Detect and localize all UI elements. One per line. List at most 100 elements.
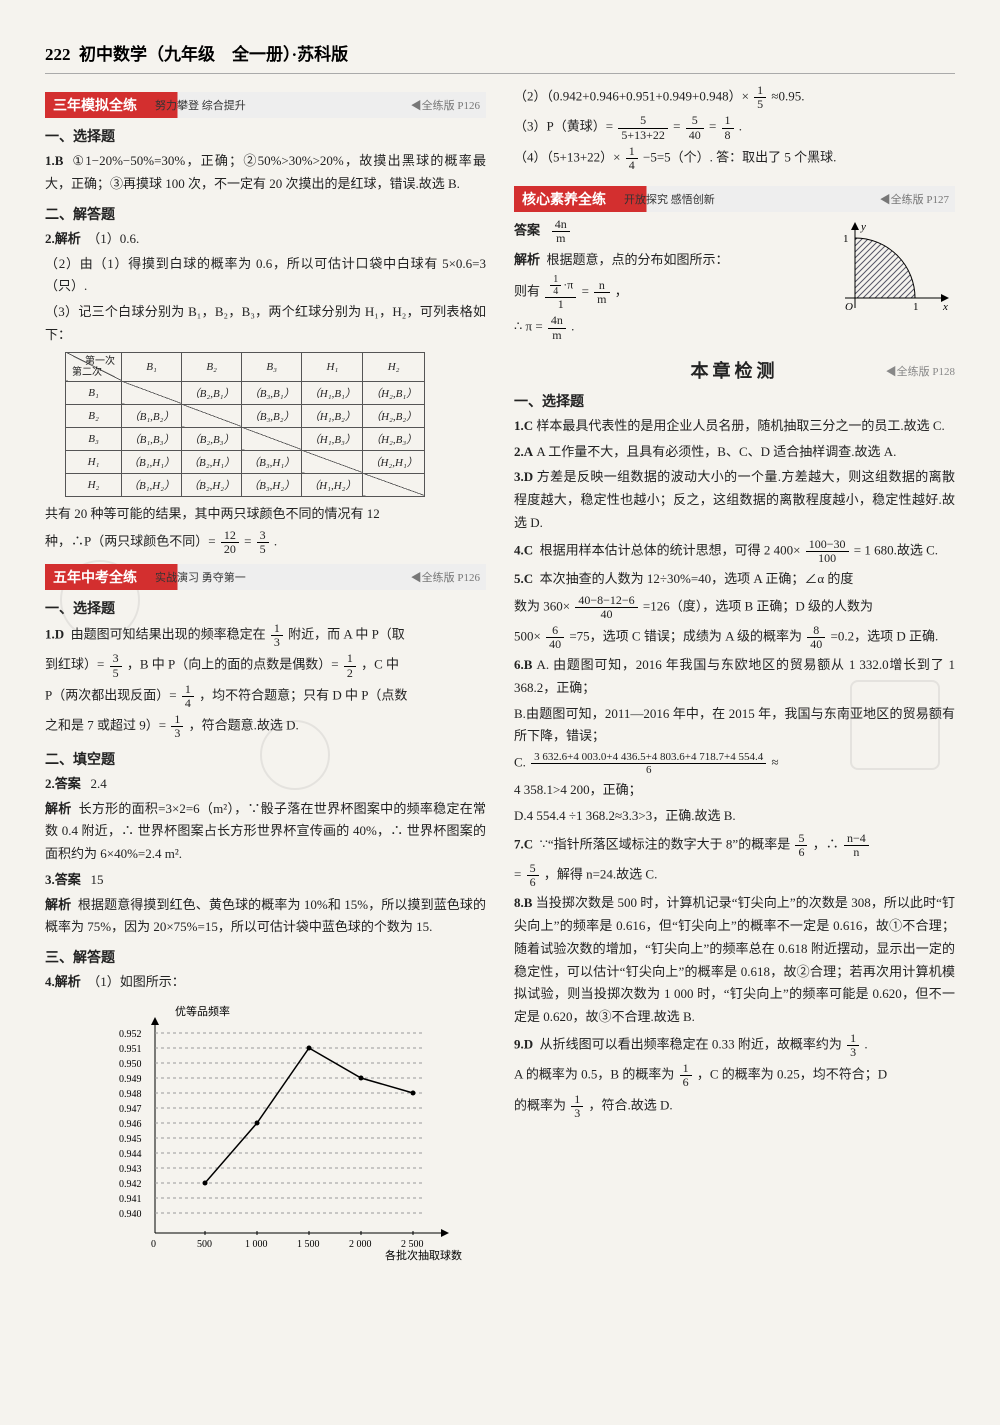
txt: ∴ π = xyxy=(514,319,543,334)
q2-part3: （3）记三个白球分别为 B₁，B₂，B₃，两个红球分别为 H₁，H₂，可列表格如… xyxy=(45,301,486,345)
txt: ，均不符合题意；只有 D 中 P（点数 xyxy=(199,688,407,703)
ch-q7b: = 56 ，解得 n=24.故选 C. xyxy=(514,862,955,889)
rh: B₂ xyxy=(66,404,122,427)
fraction: 56 xyxy=(795,832,807,859)
fraction: 4nm xyxy=(552,218,570,245)
fraction: nm xyxy=(594,279,609,306)
den: 40 xyxy=(575,608,637,621)
r-top-4: （4）（5+13+22）× 14 −5=5（个）. 答：取出了 5 个黑球. xyxy=(514,145,955,172)
quarter-circle xyxy=(855,238,915,298)
fraction: 4nm xyxy=(548,314,566,341)
section-tag: ◀全练版 P127 xyxy=(880,191,955,207)
ch-q6: 6.B A. 由题图可知，2016 年我国与东欧地区的贸易额从 1 332.0增… xyxy=(514,654,955,700)
txt: 样本最具代表性的是用企业人员名册，随机抽取三分之一的员工.故选 C. xyxy=(536,418,944,433)
txt: ，符合题意.故选 D. xyxy=(189,718,299,733)
txt: 当投掷次数是 500 时，计算机记录“钉尖向上”的次数是 308，所以此时“钉尖… xyxy=(514,895,955,1024)
num: 12 xyxy=(221,529,239,543)
rh: B₃ xyxy=(66,427,122,450)
cell: （B₃,B₁） xyxy=(242,381,302,404)
txt: = xyxy=(709,119,716,134)
label: 5.C xyxy=(514,571,533,586)
den: 8 xyxy=(722,129,734,142)
txt: ，C 中 xyxy=(361,657,399,672)
fraction: 15 xyxy=(754,84,766,111)
num: 1 xyxy=(271,622,283,636)
fraction: 18 xyxy=(722,114,734,141)
fraction: 56 xyxy=(527,862,539,889)
den: m xyxy=(552,232,570,245)
section-tag: ◀全练版 P126 xyxy=(411,569,486,585)
num: 1 xyxy=(680,1062,692,1076)
ytick: 0.946 xyxy=(119,1119,142,1130)
cell: （H₁,H₂） xyxy=(302,473,363,496)
fraction: 3 632.6+4 003.0+4 436.5+4 803.6+4 718.7+… xyxy=(531,751,766,776)
chart-line xyxy=(205,1048,413,1183)
den: 20 xyxy=(221,543,239,556)
label: 6.B xyxy=(514,657,532,672)
txt: C. xyxy=(514,755,526,770)
txt: 长方形的面积=3×2=6（m²），∵骰子落在世界杯图案中的频率稳定在常数 0.4… xyxy=(45,801,486,860)
num: 5 xyxy=(686,114,704,128)
graph-svg: O 1 1 x y xyxy=(835,218,955,328)
ch-q5c: 500× 640 =75，选项 C 错误；成绩为 A 级的概率为 840 =0.… xyxy=(514,624,955,651)
section-bar-3year: 三年模拟全练 努力攀登 综合提升 ◀全练版 P126 xyxy=(45,92,486,118)
txt: = xyxy=(514,867,521,882)
fraction: 540 xyxy=(686,114,704,141)
txt: −5=5（个）. 答：取出了 5 个黑球. xyxy=(643,149,836,164)
num: 14·π xyxy=(545,274,576,298)
fraction: 100−30100 xyxy=(806,538,849,565)
num: 1 xyxy=(722,114,734,128)
label: 8.B xyxy=(514,895,532,910)
y-axis-label: y xyxy=(860,221,866,233)
answer-text: ①1−20%−50%=30%，正确；②50%>30%>20%，故摸出黑球的概率最… xyxy=(45,153,486,191)
den: 3 xyxy=(271,636,283,649)
den: 3 xyxy=(171,727,183,740)
cell: （B₁,B₂） xyxy=(122,404,182,427)
quarter-circle-graph: O 1 1 x y xyxy=(835,218,955,345)
num: 5 xyxy=(527,862,539,876)
q3-analysis: 解析 根据题意得摸到红色、黄色球的概率为 10%和 15%，所以摸到蓝色球的概率… xyxy=(45,894,486,938)
ch-q9c: 的概率为 13 ，符合.故选 D. xyxy=(514,1093,955,1120)
cell: （H₂,B₁） xyxy=(363,381,424,404)
label: 解析 xyxy=(45,897,71,912)
fraction: 14 xyxy=(626,145,638,172)
ytick: 0.941 xyxy=(119,1194,142,1205)
num: 3 632.6+4 003.0+4 436.5+4 803.6+4 718.7+… xyxy=(531,751,766,764)
ytick: 0.940 xyxy=(119,1209,142,1220)
q2-conclusion: 共有 20 种等可能的结果，其中两只球颜色不同的情况有 12 xyxy=(45,503,486,525)
left-column: 三年模拟全练 努力攀登 综合提升 ◀全练版 P126 一、选择题 1.B ①1−… xyxy=(45,84,486,1267)
ch-q8: 8.B 当投掷次数是 500 时，计算机记录“钉尖向上”的次数是 308，所以此… xyxy=(514,892,955,1029)
cell: （B₃,H₂） xyxy=(242,473,302,496)
q-label: 2.解析 xyxy=(45,231,81,246)
section-subtitle: 实战演习 勇夺第一 xyxy=(145,569,246,585)
rh: H₂ xyxy=(66,473,122,496)
rh: B₁ xyxy=(66,381,122,404)
q2-analysis: 解析 长方形的面积=3×2=6（m²），∵骰子落在世界杯图案中的频率稳定在常数 … xyxy=(45,798,486,864)
txt: 本次抽查的人数为 12÷30%=40，选项 A 正确；∠α 的度 xyxy=(540,571,854,586)
th: B₂ xyxy=(182,352,242,381)
xtick: 0 xyxy=(151,1239,156,1250)
num: 6 xyxy=(546,624,564,638)
chapter-test-header: 本章检测 ◀全练版 P128 xyxy=(514,357,955,383)
ch-q9b: A 的概率为 0.5，B 的概率为 16 ，C 的概率为 0.25，均不符合；D xyxy=(514,1062,955,1089)
txt: ≈0.95. xyxy=(771,89,804,104)
ch-q9: 9.D 从折线图可以看出频率稳定在 0.33 附近，故概率约为 13 . xyxy=(514,1032,955,1059)
ytick: 0.945 xyxy=(119,1134,142,1145)
txt: 到红球）= xyxy=(45,657,104,672)
sec3-text: 答案 4nm 解析 根据题意，点的分布如图所示： 则有 14·π 1 = nm … xyxy=(514,218,823,345)
fraction: 16 xyxy=(680,1062,692,1089)
num: 8 xyxy=(807,624,825,638)
den: 4 xyxy=(182,697,194,710)
cell: （B₁,B₃） xyxy=(122,427,182,450)
q4: 4.解析 （1）如图所示： xyxy=(45,971,486,994)
label: 2.A xyxy=(514,444,533,459)
section-bar-core: 核心素养全练 开放探究 感悟创新 ◀全练版 P127 xyxy=(514,186,955,212)
txt: 附近，而 A 中 P（取 xyxy=(288,627,405,642)
ch-q2: 2.A A 工作量不大，且具有必须性，B、C、D 适合抽样调查.故选 A. xyxy=(514,441,955,464)
sec3-body: 答案 4nm 解析 根据题意，点的分布如图所示： 则有 14·π 1 = nm … xyxy=(514,218,955,345)
q1d-line3: P（两次都出现反面）= 14 ，均不符合题意；只有 D 中 P（点数 xyxy=(45,683,486,710)
txt: （3）P（黄球）= xyxy=(514,119,613,134)
section-bar-5year: 五年中考全练 实战演习 勇夺第一 ◀全练版 P126 xyxy=(45,564,486,590)
cell: （H₂,B₃） xyxy=(363,427,424,450)
num: 1 xyxy=(344,652,356,666)
